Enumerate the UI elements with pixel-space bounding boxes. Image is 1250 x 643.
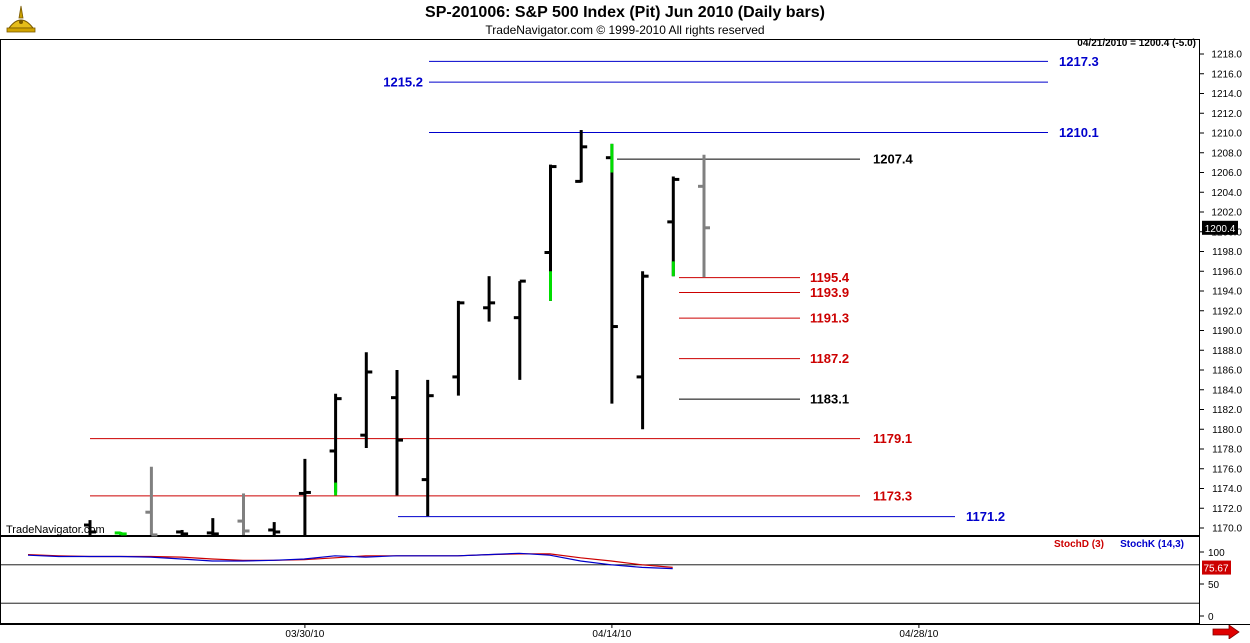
price-tick-label: 1214.0 [1211,89,1242,100]
stoch-last-tag [1202,560,1231,575]
level-label: 1193.9 [810,285,849,300]
price-tick-label: 1218.0 [1211,50,1242,61]
stoch-tick-label: 100 [1208,548,1225,559]
legend-stochk: StochK (14,3) [1120,539,1184,550]
stochastic-panel [0,536,1200,624]
price-tick-label: 1176.0 [1212,464,1242,475]
level-label: 1179.1 [873,431,912,446]
date-tick-label: 04/14/10 [592,629,631,640]
price-tick-label: 1216.0 [1211,69,1242,80]
level-label: 1215.2 [383,75,423,90]
level-label: 1210.1 [1059,125,1099,140]
price-tick-label: 1180.0 [1212,425,1242,436]
price-tick-label: 1178.0 [1212,445,1242,456]
level-label: 1217.3 [1059,54,1099,69]
legend-stochd: StochD (3) [1054,539,1104,550]
price-tick-label: 1196.0 [1212,267,1242,278]
price-tick-label: 1170.0 [1212,524,1242,535]
price-tick-label: 1182.0 [1212,405,1242,416]
price-panel [0,39,1200,536]
price-tick-label: 1192.0 [1212,306,1242,317]
last-price-tag [1202,220,1238,235]
stochastic-axis: 0 50 100 75.67 [1200,548,1231,623]
price-tick-label: 1194.0 [1212,287,1242,298]
price-tick-label: 1210.0 [1211,129,1242,140]
stoch-tick-label: 0 [1208,612,1214,623]
price-tick-label: 1174.0 [1212,484,1242,495]
level-label: 1191.3 [810,311,849,326]
level-label: 1207.4 [873,152,914,167]
price-tick-label: 1198.0 [1212,247,1242,258]
price-tick-label: 1204.0 [1211,188,1242,199]
price-tick-label: 1172.0 [1212,504,1242,515]
stoch-line [27,552,673,570]
price-tick-label: 1188.0 [1212,346,1242,357]
stoch-tick-label: 50 [1208,580,1220,591]
level-label: 1195.4 [810,270,850,285]
price-axis: 1170.0 1172.0 1174.0 1176.0 1178.0 1180.0 1182… [1200,50,1242,535]
price-bars [84,130,710,537]
scroll-right-arrow-icon[interactable] [1212,625,1240,639]
price-tick-label: 1212.0 [1211,109,1242,120]
price-tick-label: 1190.0 [1212,326,1242,337]
level-label: 1183.1 [810,392,849,407]
last-price-label: 1200.4 [1205,224,1236,235]
date-tick-label: 04/28/10 [899,629,938,640]
watermark: TradeNavigator.com [6,524,105,536]
price-tick-label: 1202.0 [1211,208,1242,219]
price-tick-label: 1186.0 [1212,366,1242,377]
sextant-logo-icon [6,5,36,33]
chart-subtitle: TradeNavigator.com © 1999-2010 All right… [485,23,765,37]
level-label: 1171.2 [966,509,1005,524]
date-tick-label: 03/30/10 [285,629,324,640]
price-tick-label: 1184.0 [1212,385,1242,396]
price-tick-label: 1208.0 [1211,148,1242,159]
stochastic-lines [1,552,1199,604]
date-axis: 03/30/10 04/14/10 04/28/10 [285,624,939,640]
chart-title: SP-201006: S&P 500 Index (Pit) Jun 2010 … [425,4,825,21]
last-price-info: 04/21/2010 = 1200.4 (-5.0) [1077,38,1196,49]
level-label: 1173.3 [873,488,912,503]
level-label: 1187.2 [810,351,849,366]
stoch-last-label: 75.67 [1203,564,1228,575]
price-tick-label: 1206.0 [1211,168,1242,179]
